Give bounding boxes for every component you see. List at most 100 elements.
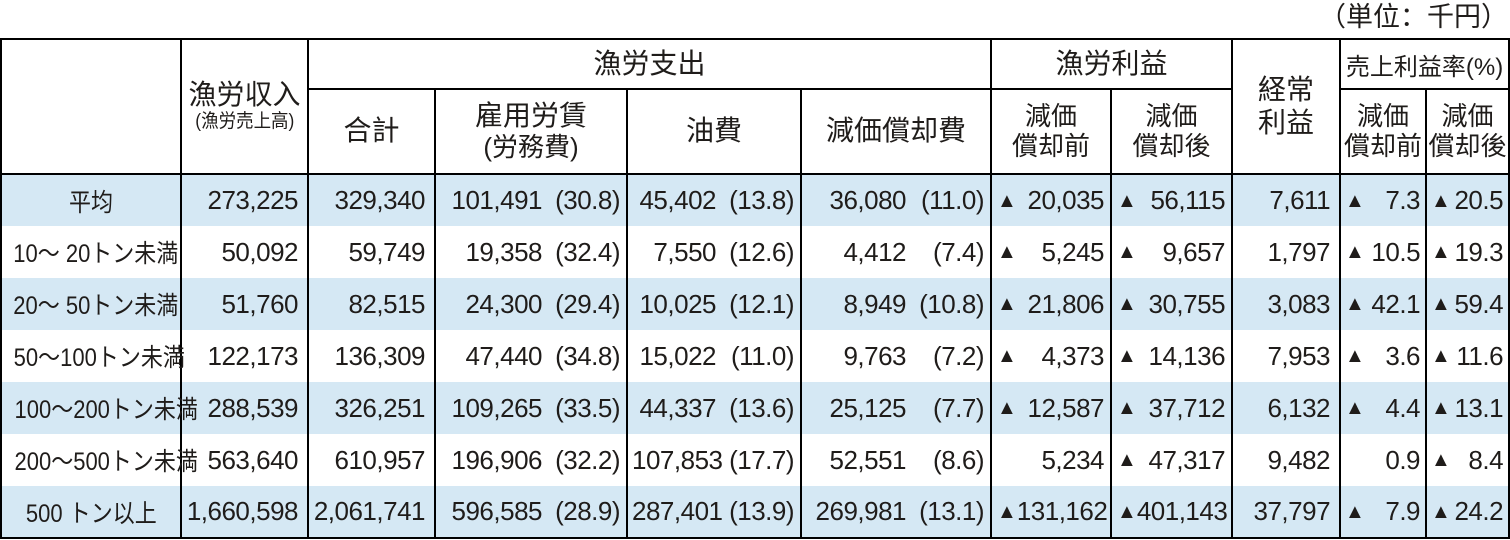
row-label: 50〜100トン未満	[0, 330, 185, 382]
cell-ratio-pre-depreciation: 0.9	[1339, 434, 1428, 486]
loss-triangle-icon: ▲	[1431, 189, 1451, 212]
percent-of-sales: (12.1)	[729, 288, 794, 319]
row-label: 500 トン以上	[0, 486, 182, 538]
cell-ordinary-profit: 6,132	[1231, 382, 1342, 434]
cell-depreciation-cost: 36,080 (11.0)	[799, 174, 993, 226]
header-expense-total: 合計	[307, 88, 436, 175]
percent-of-sales: (33.5)	[555, 392, 620, 423]
cell-depreciation-cost: 4,412 (7.4)	[799, 226, 993, 278]
unit-label: （単位：千円）	[1319, 2, 1508, 32]
cell-expense-total: 326,251	[307, 382, 436, 434]
cell-ratio-post-depreciation: ▲ 13.1	[1425, 382, 1510, 434]
cell-income: 51,760	[180, 278, 309, 330]
header-ratio-post-depreciation: 減価 償却後	[1425, 88, 1510, 175]
cell-profit-post-depreciation: ▲ 47,317	[1110, 434, 1234, 486]
cell-profit-pre-depreciation: ▲ 21,806	[990, 278, 1113, 330]
cell-ordinary-profit: 1,797	[1231, 226, 1342, 278]
cell-labor-cost: 109,265 (33.5)	[434, 382, 628, 434]
percent-of-sales: (30.8)	[555, 185, 620, 215]
cell-ratio-post-depreciation: ▲ 59.4	[1425, 278, 1510, 330]
loss-triangle-icon: ▲	[997, 189, 1017, 212]
cell-income: 288,539	[180, 382, 309, 434]
cell-profit-post-depreciation: ▲ 14,136	[1110, 330, 1234, 382]
cell-ratio-post-depreciation: ▲ 20.5	[1425, 174, 1510, 226]
loss-triangle-icon: ▲	[1431, 293, 1451, 315]
percent-of-sales: (13.6)	[729, 392, 794, 423]
cell-labor-cost: 24,300 (29.4)	[434, 278, 628, 330]
loss-triangle-icon: ▲	[1431, 500, 1451, 523]
header-ordinary-profit: 経常 利益	[1231, 38, 1342, 175]
table-row-50-100t: 50〜100トン未満 122,173 136,309 47,440 (34.8) …	[0, 330, 1510, 382]
loss-triangle-icon: ▲	[1117, 449, 1137, 471]
loss-triangle-icon: ▲	[1117, 293, 1137, 315]
loss-triangle-icon: ▲	[997, 345, 1017, 367]
loss-triangle-icon: ▲	[1431, 397, 1451, 419]
cell-oil-cost: 15,022 (11.0)	[626, 330, 802, 382]
table-row-10-20t: 10〜 20トン未満 50,092 59,749 19,358 (32.4) 7,…	[0, 226, 1510, 278]
cell-profit-pre-depreciation: ▲ 131,162	[990, 486, 1113, 538]
cell-ordinary-profit: 37,797	[1231, 486, 1342, 538]
cell-labor-cost: 101,491 (30.8)	[434, 174, 628, 226]
cell-ratio-post-depreciation: ▲ 19.3	[1425, 226, 1510, 278]
cell-profit-pre-depreciation: ▲ 12,587	[990, 382, 1113, 434]
header-profit-pre-depreciation: 減価 償却前	[990, 88, 1113, 175]
cell-ordinary-profit: 7,611	[1231, 174, 1342, 226]
cell-oil-cost: 45,402 (13.8)	[626, 174, 802, 226]
loss-triangle-icon: ▲	[997, 241, 1017, 263]
loss-triangle-icon: ▲	[1345, 189, 1365, 212]
cell-oil-cost: 7,550 (12.6)	[626, 226, 802, 278]
loss-triangle-icon: ▲	[1117, 500, 1137, 523]
cell-depreciation-cost: 8,949 (10.8)	[799, 278, 993, 330]
header-ratio-group: 売上利益率(%)	[1339, 38, 1510, 90]
header-labor-cost: 雇用労賃 (労務費)	[434, 88, 628, 175]
cell-expense-total: 82,515	[307, 278, 436, 330]
row-label: 10〜 20トン未満	[0, 226, 182, 278]
loss-triangle-icon: ▲	[1345, 500, 1365, 523]
percent-of-sales: (28.9)	[555, 496, 620, 526]
loss-triangle-icon: ▲	[997, 500, 1017, 523]
percent-of-sales: (32.4)	[555, 236, 620, 267]
cell-income: 1,660,598	[180, 486, 309, 538]
row-label: 20〜 50トン未満	[0, 278, 182, 330]
cell-profit-pre-depreciation: ▲ 4,373	[990, 330, 1113, 382]
table-row-500t-over: 500 トン以上 1,660,598 2,061,741 596,585 (28.…	[0, 486, 1510, 538]
loss-triangle-icon: ▲	[1431, 241, 1451, 263]
cell-ordinary-profit: 3,083	[1231, 278, 1342, 330]
percent-of-sales: (11.0)	[921, 185, 985, 215]
cell-profit-post-depreciation: ▲ 56,115	[1110, 174, 1234, 226]
percent-of-sales: (32.2)	[555, 444, 620, 475]
percent-of-sales: (29.4)	[555, 288, 620, 319]
cell-ratio-pre-depreciation: ▲ 10.5	[1339, 226, 1428, 278]
percent-of-sales: (13.9)	[729, 496, 794, 526]
cell-depreciation-cost: 9,763 (7.2)	[799, 330, 993, 382]
percent-of-sales: (13.8)	[729, 185, 794, 215]
header-income-line1: 漁労収入	[188, 79, 301, 110]
cell-income: 122,173	[180, 330, 309, 382]
percent-of-sales: (7.2)	[933, 340, 985, 371]
cell-profit-pre-depreciation: 5,234	[990, 434, 1113, 486]
header-profit-post-depreciation: 減価 償却後	[1110, 88, 1234, 175]
row-label: 100〜200トン未満	[0, 382, 198, 434]
cell-profit-post-depreciation: ▲ 37,712	[1110, 382, 1234, 434]
cell-ratio-pre-depreciation: ▲ 7.3	[1339, 174, 1428, 226]
cell-profit-post-depreciation: ▲ 9,657	[1110, 226, 1234, 278]
loss-triangle-icon: ▲	[997, 293, 1017, 315]
cell-depreciation-cost: 269,981 (13.1)	[799, 486, 993, 538]
loss-triangle-icon: ▲	[1345, 293, 1365, 315]
header-oil-cost: 油費	[626, 88, 802, 175]
cell-profit-post-depreciation: ▲ 401,143	[1110, 486, 1234, 538]
cell-oil-cost: 44,337 (13.6)	[626, 382, 802, 434]
header-ratio-pre-depreciation: 減価 償却前	[1339, 88, 1428, 175]
cell-depreciation-cost: 52,551 (8.6)	[799, 434, 993, 486]
percent-of-sales: (7.7)	[933, 392, 985, 423]
cell-oil-cost: 287,401 (13.9)	[626, 486, 802, 538]
header-expense-group: 漁労支出	[306, 38, 993, 90]
cell-profit-pre-depreciation: ▲ 5,245	[990, 226, 1113, 278]
loss-triangle-icon: ▲	[1345, 345, 1365, 367]
cell-ratio-post-depreciation: ▲ 8.4	[1425, 434, 1510, 486]
table-body: 平均 273,225 329,340 101,491 (30.8) 45,402(…	[0, 174, 1510, 538]
cell-expense-total: 610,957	[307, 434, 436, 486]
cell-expense-total: 59,749	[307, 226, 436, 278]
loss-triangle-icon: ▲	[1431, 345, 1451, 367]
